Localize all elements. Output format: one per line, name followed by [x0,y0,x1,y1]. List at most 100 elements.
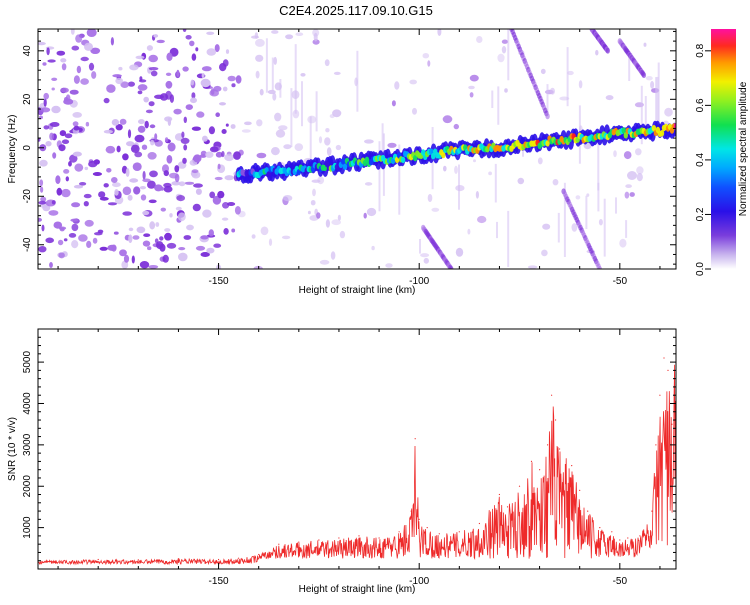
snr-ylabel: SNR (10 * v/v) [7,417,18,481]
noise-blob [162,254,169,263]
noise-blob [94,232,103,236]
noise-blob [325,128,330,133]
noise-blob [318,136,323,144]
noise-blob [294,143,304,152]
noise-blob [150,139,155,146]
noise-streak [279,79,282,98]
noise-blob [223,228,229,235]
noise-blob [42,62,47,66]
noise-streak [625,220,628,238]
noise-blob [174,173,180,183]
noise-blob [164,232,172,241]
noise-blob [169,213,173,218]
noise-streak [494,163,497,203]
noise-blob [52,152,57,159]
noise-blob [196,111,205,118]
noise-blob [146,45,153,51]
noise-blob [114,189,119,196]
noise-blob [225,123,229,127]
snr-xlabel: Height of straight line (km) [299,584,416,595]
noise-blob [51,200,56,205]
x-tick-label: -50 [613,576,628,587]
noise-blob [182,157,187,164]
noise-streak [497,86,500,125]
noise-blob [422,53,430,59]
noise-blob [99,246,108,251]
snr-point [498,493,500,496]
noise-blob [208,126,215,135]
noise-streak [640,85,643,145]
noise-blob [409,79,418,85]
noise-blob [627,171,637,180]
noise-blob [310,200,316,206]
noise-blob [230,124,236,129]
noise-blob [84,219,94,227]
noise-blob [56,187,63,196]
heatmap-axes: -150 -100 -50 -40 -20 0 20 40 [22,29,676,287]
noise-blob [182,66,189,72]
noise-blob [517,177,525,185]
noise-blob [137,90,143,95]
noise-blob [144,120,149,129]
noise-blob [90,47,101,54]
noise-blob [166,52,173,61]
noise-blob [119,118,127,125]
noise-blob [68,161,72,167]
noise-blob [103,97,110,104]
noise-blob [80,78,89,85]
noise-blob [86,240,92,248]
noise-blob [191,169,199,174]
snr-line [38,364,676,566]
noise-blob [212,195,222,205]
noise-blob [255,70,260,79]
noise-blob [106,84,116,93]
noise-streak [290,88,293,148]
ridge-core [673,122,676,130]
snr-point [410,510,412,512]
noise-blob [195,188,202,195]
snr-point [338,537,340,539]
noise-blob [92,172,102,176]
streak-mark [641,72,647,79]
noise-blob [111,244,117,252]
noise-blob [292,109,300,119]
noise-blob [268,238,273,246]
noise-blob [215,112,220,117]
noise-blob [190,79,195,86]
noise-blob [149,170,158,178]
noise-blob [282,195,293,202]
noise-blob [473,159,476,163]
snr-point [137,559,139,561]
noise-blob [91,71,97,79]
noise-blob [283,144,292,150]
colorbar-tick-label: 0.6 [695,98,706,112]
noise-blob [92,237,98,244]
noise-blob [267,89,276,95]
noise-blob [219,63,227,72]
noise-streak [566,47,569,107]
noise-blob [645,76,653,81]
noise-blob [122,153,129,161]
noise-blob [72,121,79,127]
noise-blob [312,188,316,197]
noise-blob [222,86,228,92]
noise-blob [60,87,69,93]
noise-blob [623,151,632,160]
noise-blob [206,31,215,35]
noise-streak [597,182,600,212]
snr-point [655,444,657,446]
noise-blob [504,88,508,93]
noise-blob [235,75,242,84]
ridge-core [441,151,446,159]
noise-blob [605,95,614,101]
noise-streak [507,210,510,267]
noise-blob [613,150,617,158]
noise-blob [147,246,152,251]
noise-streak [496,221,498,239]
noise-blob [51,77,58,82]
noise-streak [507,29,510,81]
noise-blob [420,253,430,258]
noise-blob [272,92,277,101]
noise-blob [38,246,47,253]
